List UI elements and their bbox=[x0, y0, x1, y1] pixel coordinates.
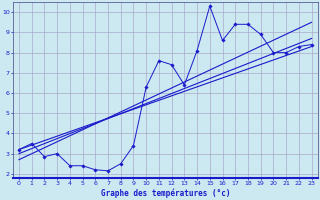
X-axis label: Graphe des températures (°c): Graphe des températures (°c) bbox=[100, 188, 230, 198]
